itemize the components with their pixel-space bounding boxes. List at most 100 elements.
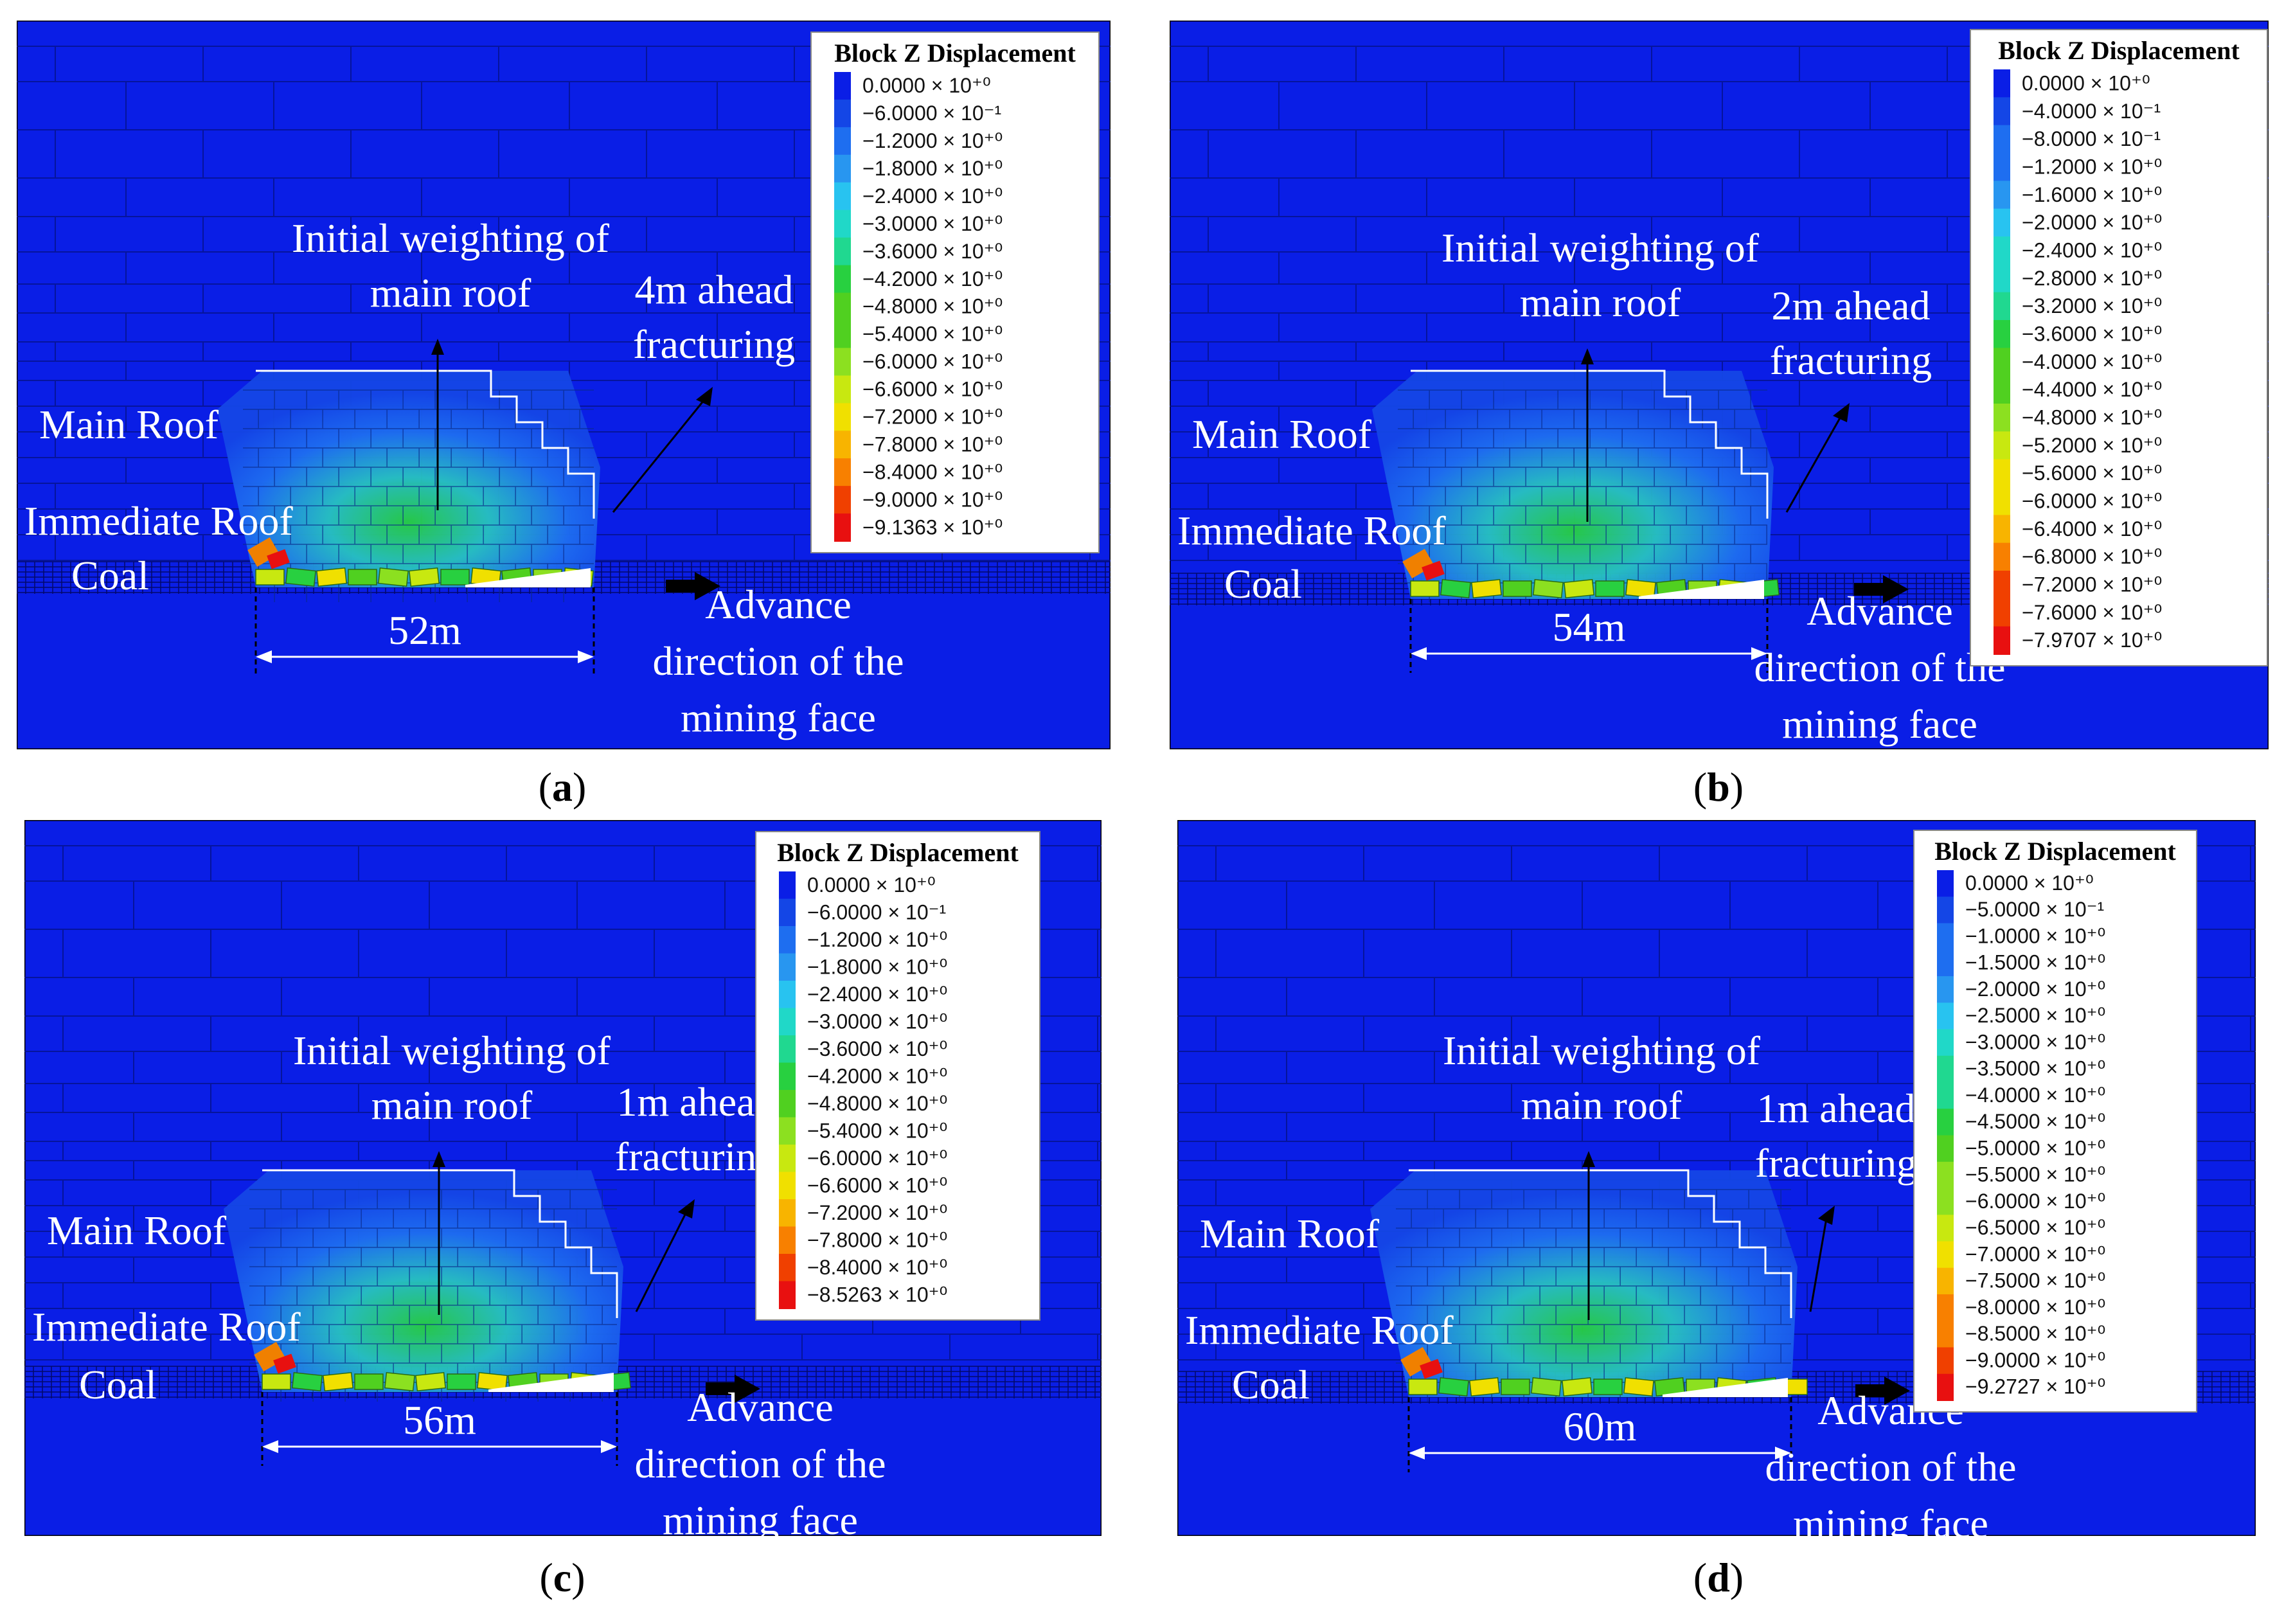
panel-d: Initial weighting of main roof 1m ahead fra… xyxy=(1177,820,2256,1536)
legend-label: −4.0000 × 10⁺⁰ xyxy=(2022,350,2162,373)
legend-swatch xyxy=(1937,1109,1954,1136)
ahead-fracturing-arrowhead xyxy=(678,1199,695,1218)
coal-label: Coal xyxy=(1232,1362,1310,1407)
coal-label: Coal xyxy=(71,553,149,598)
initial-weighting-arrowhead xyxy=(1582,1151,1595,1167)
advance-label-3: mining face xyxy=(681,695,876,740)
legend-box: Block Z Displacement 0.0000 × 10⁺⁰ −5.0000… xyxy=(1913,830,2197,1413)
legend-label: −9.2727 × 10⁺⁰ xyxy=(1965,1375,2105,1398)
legend-swatch xyxy=(834,154,851,183)
immediate-roof-label: Immediate Roof xyxy=(24,498,293,544)
legend-swatch xyxy=(834,486,851,515)
legend-box: Block Z Displacement 0.0000 × 10⁺⁰ −4.0000… xyxy=(1970,29,2268,666)
legend-swatch xyxy=(1994,459,2010,488)
fracture-outline xyxy=(1411,370,1769,519)
legend-swatch xyxy=(1994,375,2010,404)
advance-label-2: direction of the xyxy=(635,1441,886,1486)
legend-label: −2.0000 × 10⁺⁰ xyxy=(1965,977,2105,1001)
legend-label: −3.5000 × 10⁺⁰ xyxy=(1965,1057,2105,1080)
caving-zone xyxy=(224,1170,623,1392)
fracture-outline xyxy=(262,1169,618,1318)
goaf-void xyxy=(1663,1378,1788,1397)
legend-swatch xyxy=(834,375,851,404)
panel-b: Initial weighting of main roof 2m ahead fra… xyxy=(1170,21,2269,749)
caption-d: (d) xyxy=(1693,1555,1744,1600)
max-displacement-block xyxy=(267,549,290,569)
legend-swatch xyxy=(834,403,851,432)
legend-label: −7.9707 × 10⁺⁰ xyxy=(2022,629,2162,652)
legend-swatch xyxy=(1994,598,2010,627)
initial-weighting-arrowhead xyxy=(1581,348,1594,364)
legend-swatch xyxy=(1994,153,2010,182)
legend-swatch xyxy=(1937,1135,1954,1163)
legend-label: −5.6000 × 10⁺⁰ xyxy=(2022,461,2162,485)
legend-label: −5.4000 × 10⁺⁰ xyxy=(807,1119,947,1142)
legend-label: −3.0000 × 10⁺⁰ xyxy=(862,212,1003,235)
legend-swatch xyxy=(1994,542,2010,571)
advance-label-2: direction of the xyxy=(653,638,904,684)
ahead-fracturing-label: 1m ahead xyxy=(617,1079,776,1125)
legend-swatch xyxy=(1937,1055,1954,1083)
legend-swatch xyxy=(779,1254,796,1282)
caption-c: (c) xyxy=(539,1555,585,1600)
caption-letter-a: a xyxy=(552,764,573,810)
legend-swatch xyxy=(834,320,851,349)
initial-weighting-label-2: main roof xyxy=(1520,280,1681,325)
legend-label: −6.0000 × 10⁺⁰ xyxy=(2022,490,2162,513)
main-roof-label: Main Roof xyxy=(47,1208,227,1253)
legend-label: −9.0000 × 10⁺⁰ xyxy=(1965,1348,2105,1371)
legend-swatch xyxy=(1994,208,2010,237)
advance-label-3: mining face xyxy=(1793,1501,1988,1536)
legend-label: −1.2000 × 10⁺⁰ xyxy=(862,129,1003,152)
legend-label: −7.2000 × 10⁺⁰ xyxy=(2022,573,2162,596)
legend-label: −1.8000 × 10⁺⁰ xyxy=(807,955,947,978)
legend-label: 0.0000 × 10⁺⁰ xyxy=(807,873,936,897)
advance-arrow-head xyxy=(1883,575,1909,603)
legend-swatch xyxy=(779,1090,796,1118)
coal-label: Coal xyxy=(79,1362,157,1407)
legend-label: −2.4000 × 10⁺⁰ xyxy=(862,184,1003,208)
legend-label: −2.0000 × 10⁺⁰ xyxy=(2022,211,2162,234)
legend-box: Block Z Displacement 0.0000 × 10⁺⁰ −6.0000… xyxy=(810,31,1100,553)
legend-swatch xyxy=(1937,1347,1954,1375)
legend-swatch xyxy=(1937,1003,1954,1030)
legend-label: −8.0000 × 10⁻¹ xyxy=(2022,127,2161,150)
legend-label: −4.8000 × 10⁺⁰ xyxy=(807,1092,947,1115)
legend-label: −1.2000 × 10⁺⁰ xyxy=(2022,156,2162,179)
ahead-fracturing-arrowhead xyxy=(1833,403,1850,422)
advance-label-1: Advance xyxy=(705,582,851,627)
simulation-svg-a: Initial weighting of main roof 4m ahead fra… xyxy=(17,21,1111,749)
initial-weighting-label-2: main roof xyxy=(1521,1082,1682,1128)
legend-swatch xyxy=(1994,404,2010,433)
legend-swatch xyxy=(1994,97,2010,126)
legend-label: −5.5000 × 10⁺⁰ xyxy=(1965,1163,2105,1186)
high-displacement-block xyxy=(1402,549,1434,578)
span-arrow-left xyxy=(256,650,272,663)
legend-swatch xyxy=(834,348,851,377)
legend-label: −8.4000 × 10⁺⁰ xyxy=(862,460,1003,483)
initial-weighting-label: Initial weighting of xyxy=(292,215,610,261)
legend-label: −3.6000 × 10⁺⁰ xyxy=(2022,323,2162,346)
ahead-fracturing-label-2: fracturing xyxy=(633,321,795,367)
span-arrow-left xyxy=(262,1440,278,1453)
legend-swatch xyxy=(1937,1188,1954,1216)
legend-title: Block Z Displacement xyxy=(834,39,1076,67)
legend-label: −6.6000 × 10⁺⁰ xyxy=(807,1173,947,1197)
span-label: 54m xyxy=(1553,604,1626,650)
legend-swatch xyxy=(1937,870,1954,898)
high-displacement-block xyxy=(247,537,280,567)
legend-label: −2.8000 × 10⁺⁰ xyxy=(2022,267,2162,290)
legend-background xyxy=(755,831,1040,1321)
legend-swatch xyxy=(1994,236,2010,265)
legend-swatch xyxy=(1994,69,2010,98)
high-displacement-block xyxy=(1400,1347,1432,1377)
advance-label-2: direction of the xyxy=(1754,645,2006,690)
legend-swatch xyxy=(834,237,851,266)
legend-label: −6.0000 × 10⁺⁰ xyxy=(807,1147,947,1170)
initial-weighting-label-2: main roof xyxy=(370,270,531,316)
legend-label: −7.8000 × 10⁺⁰ xyxy=(862,433,1003,456)
caving-zone xyxy=(1370,1170,1798,1397)
ahead-fracturing-label: 2m ahead xyxy=(1772,283,1931,328)
legend-label: −6.0000 × 10⁺⁰ xyxy=(862,350,1003,373)
max-displacement-block xyxy=(1422,560,1445,581)
